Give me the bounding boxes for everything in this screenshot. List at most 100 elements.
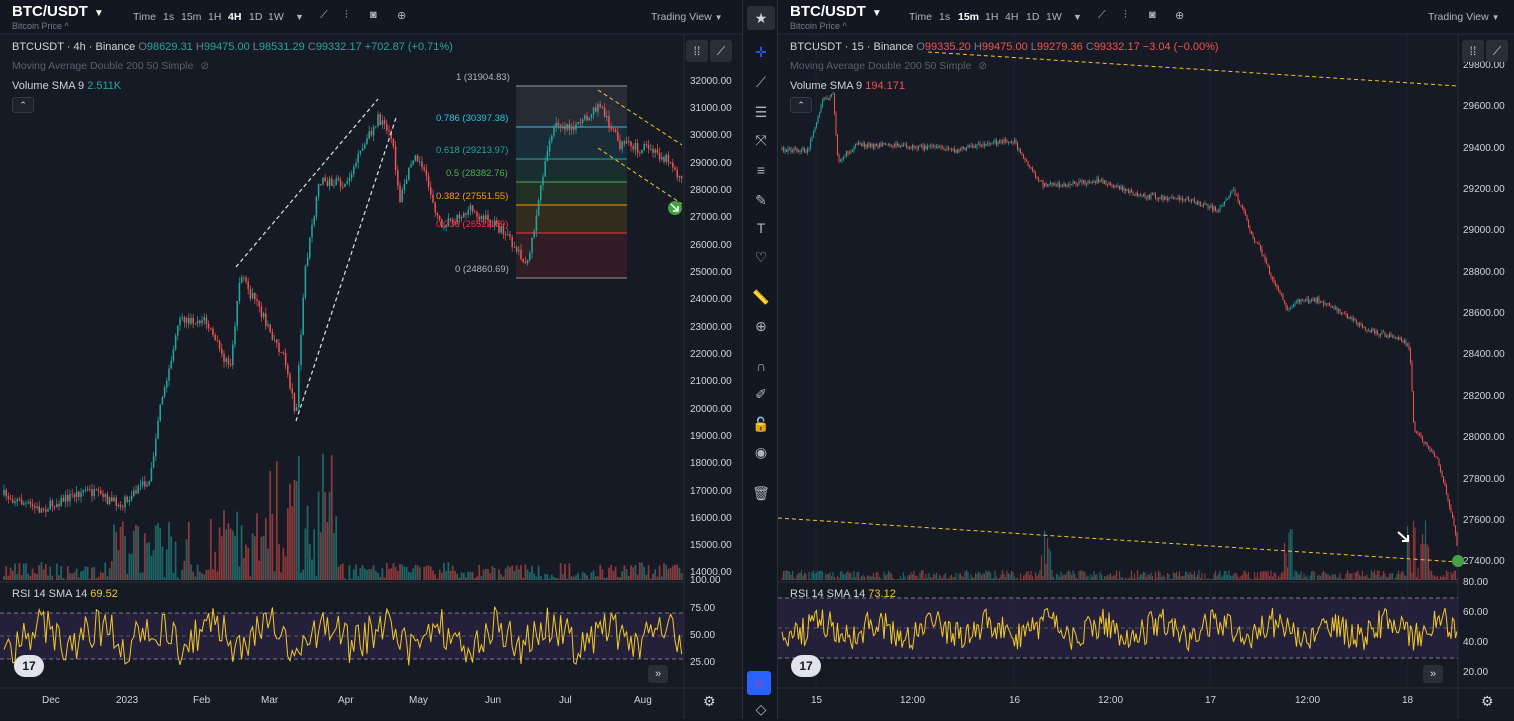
ma-legend[interactable]: Moving Average Double 200 50 Simple ⊘ [12, 60, 209, 72]
lock-icon[interactable]: 🔓 [747, 412, 775, 436]
candle-body [102, 494, 104, 497]
eye-icon[interactable]: ◉ [747, 440, 775, 464]
tradingview-logo[interactable]: 17 [14, 655, 44, 677]
volume-bar [903, 572, 904, 580]
zoom-in-icon[interactable]: ⊕ [747, 314, 775, 338]
rsi-tick: 60.00 [1463, 607, 1488, 618]
right-chart-pane[interactable]: BTC/USDT▼ Bitcoin Price ^ Time 1s 15m 1H… [778, 0, 1514, 719]
brush-icon[interactable]: ✎ [747, 188, 775, 212]
left-chart-pane[interactable]: BTC/USDT▼ Bitcoin Price ^ Time 1s 15m 1H… [0, 0, 742, 719]
trash-icon[interactable]: 🗑 [747, 481, 775, 505]
volume-bar [1134, 574, 1135, 580]
volume-bar [909, 575, 910, 580]
volume-bar [1401, 572, 1402, 580]
candle-body [166, 381, 168, 388]
candle-body [316, 197, 318, 217]
crosshair-icon[interactable]: ✛ [747, 40, 775, 64]
volume-bar [1228, 570, 1229, 580]
candle-body [1242, 206, 1243, 207]
magnet-icon[interactable]: ∩ [747, 354, 775, 378]
candle-body [1263, 255, 1264, 256]
volume-bar [814, 574, 815, 580]
candle-body [942, 148, 943, 149]
volume-bar [990, 573, 991, 580]
volume-bar [302, 570, 304, 580]
volume-bar [943, 575, 944, 580]
volume-bar [109, 568, 111, 580]
candle-body [861, 143, 862, 146]
favorite-star-icon[interactable]: ★ [747, 6, 775, 30]
ma-legend[interactable]: Moving Average Double 200 50 Simple ⊘ [790, 60, 987, 72]
wedge-lower-line[interactable] [778, 518, 1458, 562]
volume-bar [430, 567, 432, 580]
volume-bar [377, 573, 379, 580]
settings-gear-icon[interactable]: ⚙ [1481, 693, 1494, 710]
ruler-icon[interactable]: 📏 [747, 285, 775, 309]
volume-bar [586, 575, 588, 580]
volume-bar [617, 577, 619, 580]
tradingview-logo[interactable]: 17 [791, 655, 821, 677]
volume-bar [984, 574, 985, 580]
volume-bar [916, 576, 917, 580]
settings-gear-icon[interactable]: ⚙ [703, 693, 716, 710]
eye-off-icon[interactable]: ⊘ [978, 60, 987, 72]
candle-body [1381, 332, 1382, 334]
drag-handle-icon[interactable]: ⁞⁞ [686, 40, 708, 62]
text-tool-icon[interactable]: T [747, 216, 775, 240]
candle-body [858, 143, 859, 145]
draw-line-icon[interactable]: ⟋ [1486, 40, 1508, 62]
candle-body [1384, 332, 1385, 337]
trend-line-icon[interactable]: ⟋ [747, 70, 775, 94]
drag-handle-icon[interactable]: ⁞⁞ [1462, 40, 1484, 62]
candle-body [1386, 336, 1387, 337]
pencil-lock-icon[interactable]: ✐ [747, 382, 775, 406]
volume-bar [1363, 576, 1364, 580]
candle-body [1095, 181, 1096, 183]
collapse-legend-button[interactable]: ⌃ [790, 97, 812, 113]
fib-tool-icon[interactable]: ≡ [747, 158, 775, 182]
volume-bar [852, 578, 853, 580]
candle-body [43, 508, 45, 509]
volume-bar [1167, 573, 1168, 580]
right-chart-canvas[interactable] [778, 0, 1514, 719]
wedge-upper-line[interactable] [928, 52, 1458, 86]
volume-bar [1095, 575, 1096, 580]
volume-bar [1219, 571, 1220, 580]
layers-icon[interactable]: ◇ [747, 697, 775, 721]
volume-bar [927, 578, 928, 580]
heart-icon[interactable]: ♡ [747, 245, 775, 269]
volume-bar [604, 578, 606, 580]
scroll-to-realtime-button[interactable]: » [648, 665, 668, 683]
volume-bar [1156, 577, 1157, 580]
candle-body [1057, 183, 1058, 186]
pattern-icon[interactable]: ⤧ [747, 128, 775, 152]
volume-bar [1303, 573, 1304, 580]
volume-bar [1356, 572, 1357, 580]
collapse-legend-button[interactable]: ⌃ [12, 97, 34, 113]
draw-line-icon[interactable]: ⟋ [710, 40, 732, 62]
horizontal-lines-icon[interactable]: ☰ [747, 100, 775, 124]
candle-body [12, 500, 14, 503]
high-value: 99475.00 [204, 41, 250, 53]
candle-body [1158, 199, 1159, 200]
candle-body [100, 491, 102, 494]
candle-body [1075, 183, 1076, 184]
candle-body [1062, 186, 1063, 187]
channel-upper-line[interactable] [236, 99, 378, 267]
candle-body [1264, 256, 1265, 260]
left-chart-canvas[interactable] [0, 0, 742, 719]
candle-body [970, 146, 971, 147]
candle-body [377, 114, 379, 126]
candle-body [217, 340, 219, 341]
eye-off-icon[interactable]: ⊘ [200, 60, 209, 72]
channel-lower-line[interactable] [296, 118, 396, 421]
scroll-to-realtime-button[interactable]: » [1423, 665, 1443, 683]
volume-bar [1390, 573, 1391, 580]
volume-bar [366, 570, 368, 580]
candle-body [1437, 457, 1438, 459]
candle-body [41, 508, 43, 512]
time-tick: Aug [634, 695, 652, 706]
candle-body [1237, 195, 1238, 201]
volume-bar [164, 577, 166, 580]
favorites-star-icon[interactable]: ☆ [747, 671, 771, 695]
